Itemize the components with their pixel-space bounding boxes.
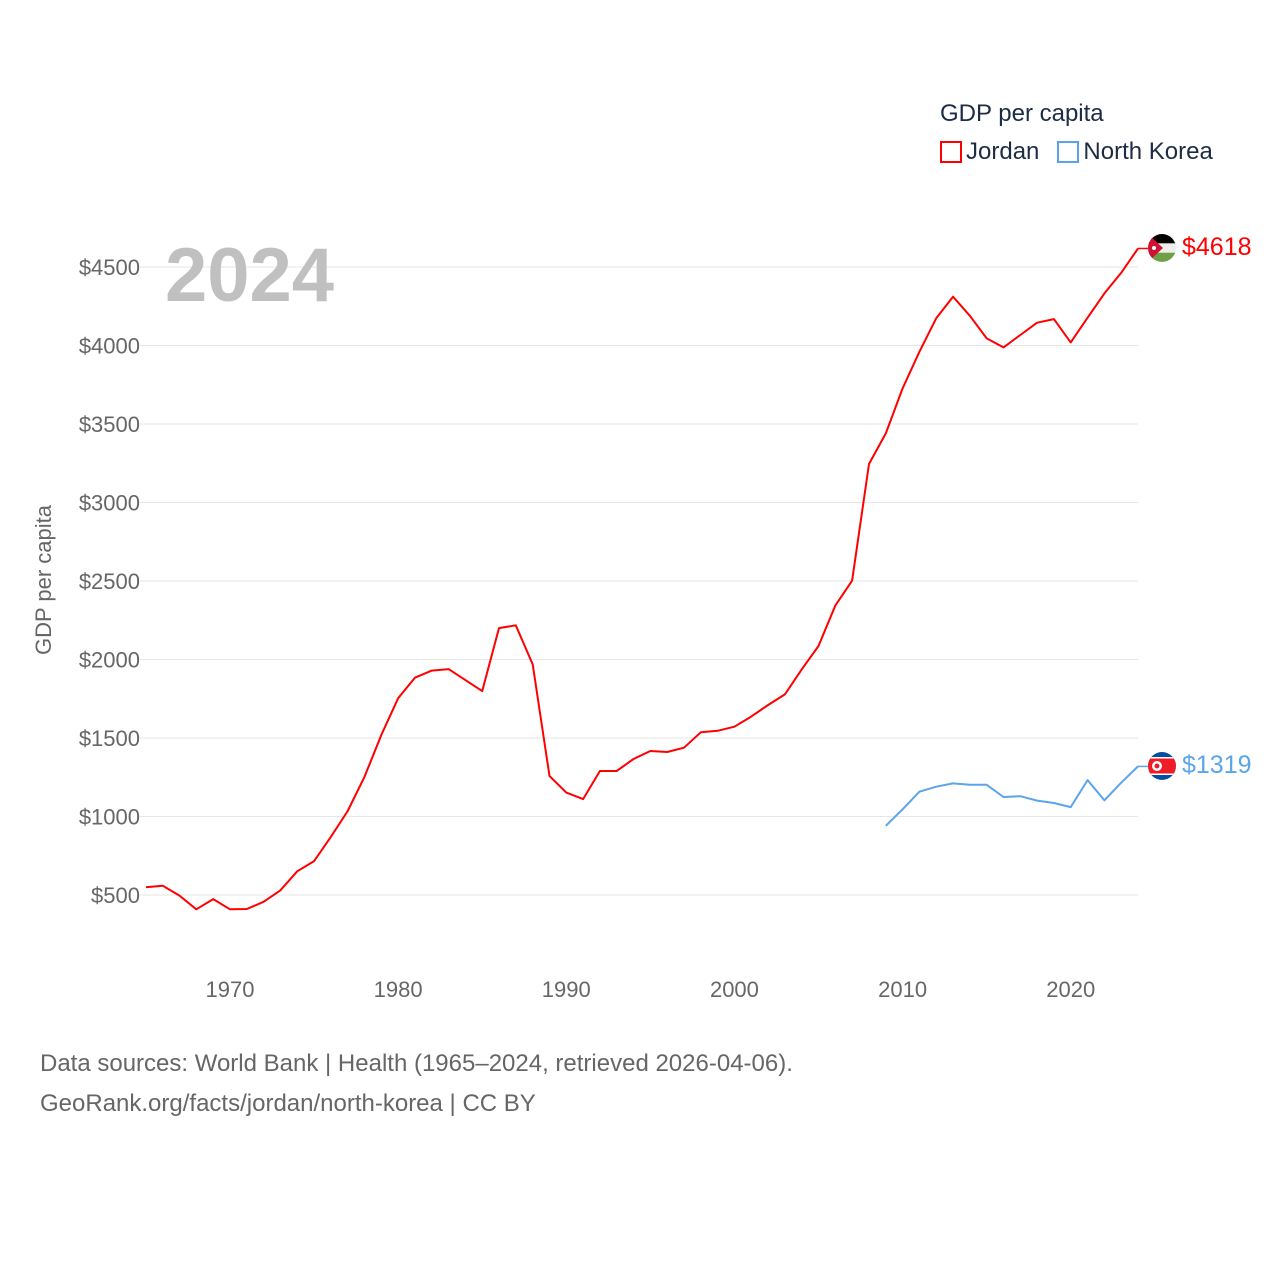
y-tick-label: $3500 — [79, 412, 140, 437]
gridlines — [140, 266, 1138, 896]
y-tick-label: $2500 — [79, 569, 140, 594]
x-tick-label: 1980 — [374, 977, 423, 1002]
legend: GDP per capita Jordan North Korea — [940, 100, 1213, 166]
x-tick-label: 1970 — [205, 977, 254, 1002]
north-korea-end-value: $1319 — [1182, 751, 1252, 779]
series-lines — [145, 247, 1148, 911]
north-korea-flag-icon — [1148, 752, 1176, 780]
data-source-text: Data sources: World Bank | Health (1965–… — [40, 1050, 793, 1077]
series-line-jordan — [145, 247, 1139, 911]
y-tick-label: $500 — [91, 883, 140, 908]
y-axis-label: GDP per capita — [31, 504, 56, 655]
legend-title: GDP per capita — [940, 100, 1104, 127]
y-tick-label: $1500 — [79, 726, 140, 751]
y-tick-label: $3000 — [79, 491, 140, 516]
y-tick-label: $2000 — [79, 648, 140, 673]
x-tick-label: 2000 — [710, 977, 759, 1002]
year-watermark: 2024 — [165, 233, 334, 318]
legend-item-jordan[interactable]: Jordan — [940, 138, 1039, 166]
jordan-flag-icon — [1148, 234, 1176, 262]
series-end-labels: $4618 $1319 — [1148, 233, 1252, 780]
legend-swatch-north-korea — [1057, 141, 1080, 163]
footer: Data sources: World Bank | Health (1965–… — [40, 1044, 793, 1124]
x-tick-label: 1990 — [542, 977, 591, 1002]
x-tick-label: 2020 — [1046, 977, 1095, 1002]
series-line-north-korea — [885, 765, 1139, 827]
jordan-end-value: $4618 — [1182, 233, 1252, 261]
legend-label: North Korea — [1083, 138, 1213, 165]
x-tick-label: 2010 — [878, 977, 927, 1002]
attribution-link[interactable]: GeoRank.org/facts/jordan/north-korea | C… — [40, 1090, 536, 1117]
legend-label: Jordan — [966, 138, 1040, 165]
x-axis-ticks: 1970 1980 1990 2000 2010 2020 — [205, 977, 1095, 1002]
legend-swatch-jordan — [940, 141, 962, 163]
legend-item-north-korea[interactable]: North Korea — [1057, 138, 1213, 166]
y-tick-label: $4000 — [79, 334, 140, 359]
y-tick-label: $1000 — [79, 805, 140, 830]
y-tick-label: $4500 — [79, 255, 140, 280]
y-axis-ticks: $500 $1000 $1500 $2000 $2500 $3000 $3500 $4000 $… — [79, 255, 140, 908]
